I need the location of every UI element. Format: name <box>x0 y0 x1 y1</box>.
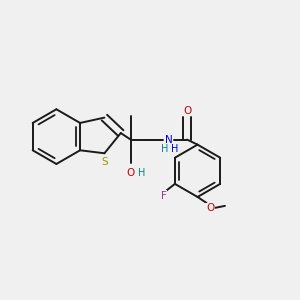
Text: O: O <box>206 203 214 213</box>
Text: H: H <box>171 143 179 154</box>
Text: O: O <box>183 106 191 116</box>
Text: H: H <box>138 168 146 178</box>
Text: O: O <box>126 168 134 178</box>
Text: N: N <box>165 135 172 145</box>
Text: H: H <box>161 143 169 154</box>
Text: S: S <box>101 157 108 166</box>
Text: F: F <box>161 191 167 201</box>
